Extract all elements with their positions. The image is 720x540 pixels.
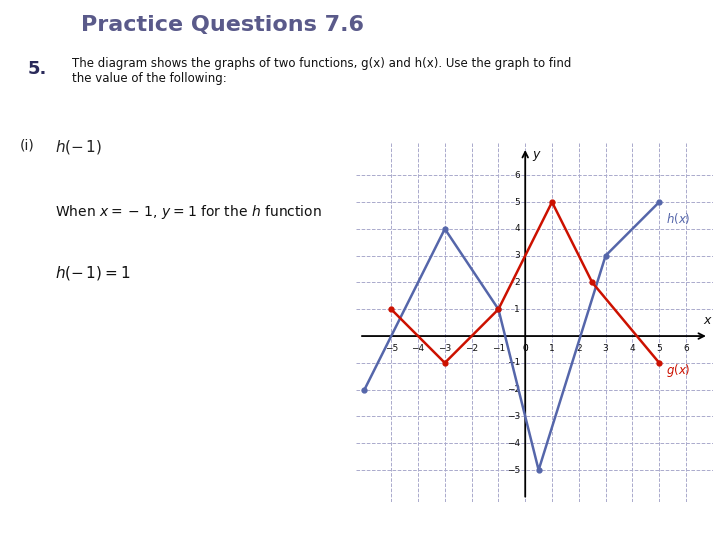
Text: −4: −4 xyxy=(411,344,425,353)
Text: −3: −3 xyxy=(507,412,520,421)
Text: 1: 1 xyxy=(549,344,555,353)
Text: x: x xyxy=(703,314,711,327)
Text: −1: −1 xyxy=(492,344,505,353)
Text: 5.: 5. xyxy=(27,60,47,78)
Text: 4: 4 xyxy=(514,224,520,233)
Text: 6: 6 xyxy=(683,344,689,353)
Text: 6: 6 xyxy=(514,171,520,180)
Text: −5: −5 xyxy=(384,344,398,353)
Text: When $x = -\,1,\,y = 1$ for the $h$ function: When $x = -\,1,\,y = 1$ for the $h$ func… xyxy=(55,203,322,221)
Text: $h(-\,1)$: $h(-\,1)$ xyxy=(55,138,102,156)
Text: $g(x)$: $g(x)$ xyxy=(666,362,690,380)
Text: 1: 1 xyxy=(514,305,520,314)
Text: −2: −2 xyxy=(507,385,520,394)
Text: −1: −1 xyxy=(507,359,520,367)
Text: 5: 5 xyxy=(657,344,662,353)
Text: $h(x)$: $h(x)$ xyxy=(666,211,690,226)
Text: 0: 0 xyxy=(522,344,528,353)
Text: 5: 5 xyxy=(514,198,520,207)
Text: 0: 0 xyxy=(522,344,528,353)
Text: (i): (i) xyxy=(19,138,35,152)
Text: 2: 2 xyxy=(514,278,520,287)
Text: 4: 4 xyxy=(629,344,635,353)
Text: 07: 07 xyxy=(15,15,46,35)
Text: The diagram shows the graphs of two functions, g(x) and h(x). Use the graph to f: The diagram shows the graphs of two func… xyxy=(72,57,572,85)
Text: −5: −5 xyxy=(507,465,520,475)
Text: −2: −2 xyxy=(465,344,478,353)
Text: Practice Questions 7.6: Practice Questions 7.6 xyxy=(81,15,364,35)
Text: −3: −3 xyxy=(438,344,451,353)
Text: y: y xyxy=(532,148,539,161)
Text: $h(-\,1) = 1$: $h(-\,1) = 1$ xyxy=(55,264,131,281)
Text: −4: −4 xyxy=(507,438,520,448)
Text: 3: 3 xyxy=(514,251,520,260)
Text: 2: 2 xyxy=(576,344,582,353)
Text: 3: 3 xyxy=(603,344,608,353)
